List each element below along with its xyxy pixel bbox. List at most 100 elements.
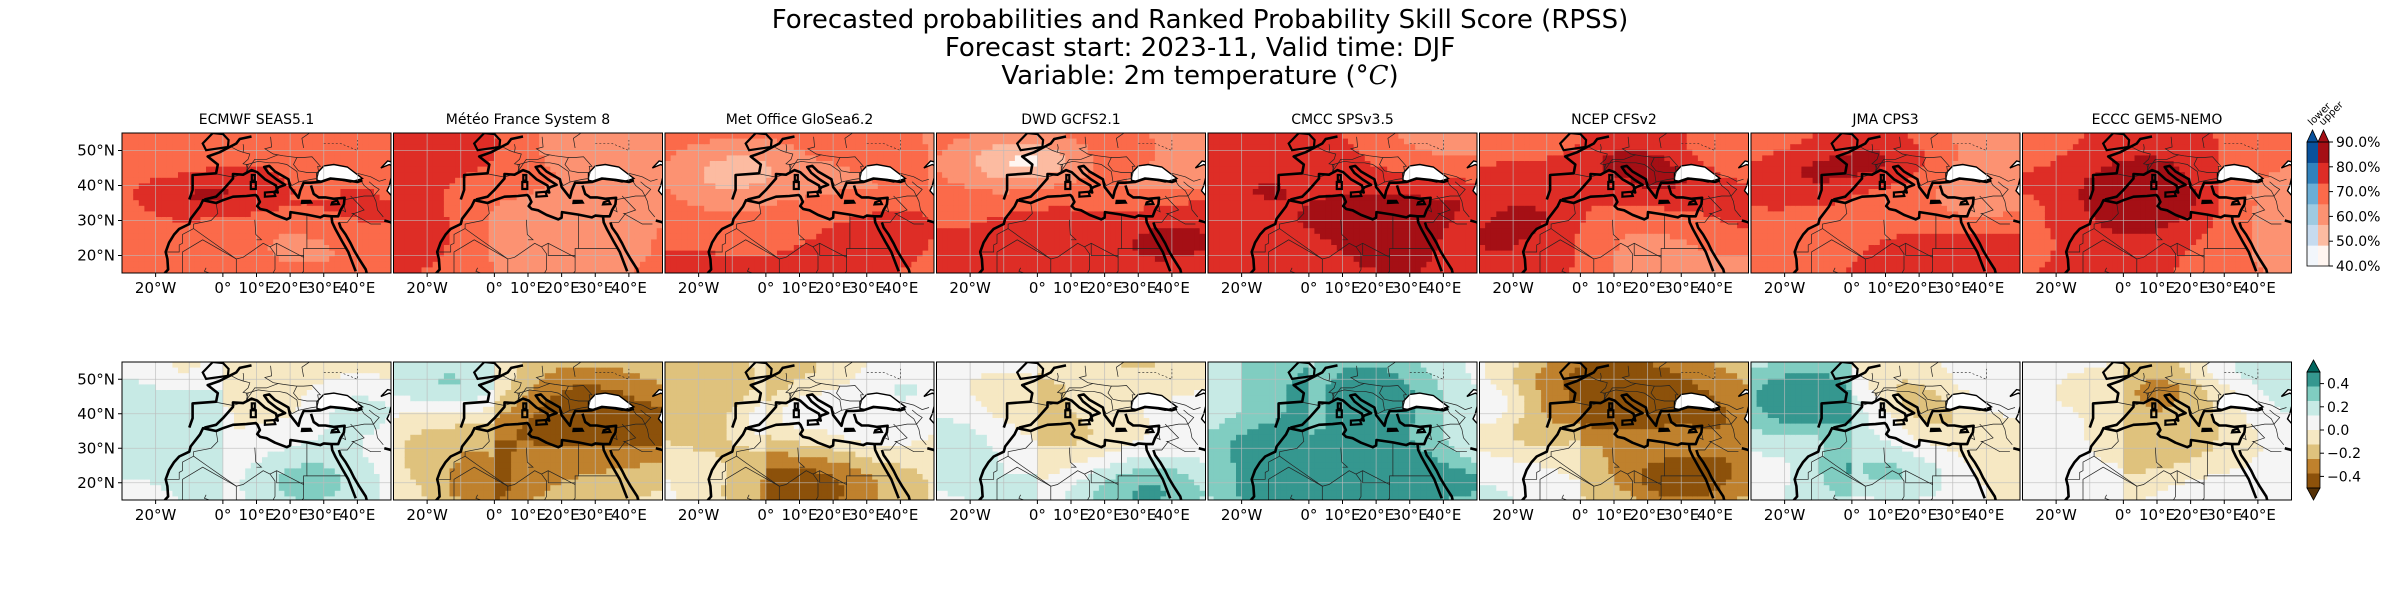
country-border [1382,156,1408,173]
rpss-map-7: 20°W 0° 10°E20°E30°E40°E [1750,361,2021,524]
country-border [525,219,534,241]
country-border [1116,362,1125,377]
rpss-colorbar-extend-bottom [2306,487,2321,501]
country-border [2251,441,2282,453]
country-border [1539,466,1595,500]
coastline [1423,449,1455,500]
country-border [357,172,387,182]
rpss-colorbar-segment [2307,459,2320,474]
probability-map-7: 20°W 0° 10°E20°E30°E40°E JMA CPS3 [1750,112,2021,297]
x-tick-label: 10°E [510,506,546,524]
island-coastline [472,362,502,381]
country-border [1454,409,1470,446]
island-coastline [300,427,314,433]
rpss-colorbar-segment [2307,415,2320,431]
coastline [609,221,640,273]
coastline [1018,393,1178,429]
island-coastline [792,180,800,191]
country-border [812,473,819,500]
island-coastline [2151,173,2157,182]
island-coastline [1958,199,1970,206]
country-border [301,362,311,377]
country-border [1822,202,1848,229]
coastline [2063,413,2247,500]
caspian-sea [1466,160,1477,197]
coastline [873,216,900,272]
country-border [1355,246,1362,273]
colorbar-tick-label: 80.0% [2336,160,2380,176]
island-coastline [1878,409,1886,419]
country-border [2170,473,2176,500]
country-border [1268,466,1323,500]
country-border [613,204,618,213]
caspian-sea [923,388,934,425]
country-border [807,136,863,183]
island-coastline [1287,362,1316,381]
x-tick-label: 20°W [406,279,448,297]
country-border [2269,409,2285,446]
x-tick-label: 30°E [1935,506,1971,524]
country-border [242,144,245,153]
coastline [1966,221,1997,273]
model-title: Met Office GloSea6.2 [726,112,874,128]
coastline [1966,449,1998,500]
island-coastline [1064,409,1072,419]
coastline [1469,447,1477,453]
x-tick-label: 20°W [1764,279,1806,297]
coastline [434,413,618,500]
country-border [1714,401,1744,410]
x-tick-label: 30°E [1935,279,1971,297]
coastline [2012,219,2020,225]
x-tick-label: 40°E [1425,506,1461,524]
country-border [1317,146,1365,172]
coastline [1274,135,1338,200]
x-tick-label: 30°E [1120,279,1156,297]
model-title: NCEP CFSv2 [1571,112,1657,128]
x-tick-label: 20°E [1901,506,1937,524]
country-border [1930,362,1940,377]
island-coastline [1607,180,1615,191]
country-border [1328,144,1331,153]
island-coastline [1830,362,1859,381]
coastline [655,447,663,453]
coastline [1249,185,1432,273]
country-border [844,362,854,377]
country-border [1893,136,1949,183]
country-border [2093,430,2119,457]
x-tick-label: 10°E [1596,279,1632,297]
country-border [264,365,320,411]
colorbar-lower-segment [2307,224,2318,246]
country-border [2131,375,2180,401]
country-border [1979,441,2010,453]
country-border [1454,181,1470,218]
country-border [1621,365,1677,411]
x-tick-label: 0° [1843,279,1860,297]
country-border [535,365,591,411]
country-border [1317,375,1365,401]
country-border [502,146,551,172]
country-border [1007,202,1033,229]
country-border [622,441,653,453]
x-tick-label: 40°E [1154,279,1190,297]
country-border [2093,202,2119,229]
colorbar-upper-segment [2318,224,2329,246]
y-tick-label: 50°N [77,370,115,388]
country-border [725,466,780,500]
caspian-sea [2009,160,2020,197]
x-tick-label: 0° [214,279,231,297]
country-border [368,409,384,446]
coastline [601,443,629,499]
caspian-sea [923,160,934,197]
x-tick-label: 20°W [1492,279,1534,297]
country-border [568,385,593,402]
country-border [1171,172,1201,182]
country-border [1387,133,1397,149]
x-tick-label: 20°E [815,279,851,297]
rpss-colorbar-segment [2307,401,2320,416]
country-border [866,140,901,151]
country-border [2246,180,2275,200]
country-border [296,156,322,173]
rpss-colorbar-segment [2307,372,2320,387]
coastline [1695,221,1726,273]
x-tick-label: 30°E [849,506,885,524]
